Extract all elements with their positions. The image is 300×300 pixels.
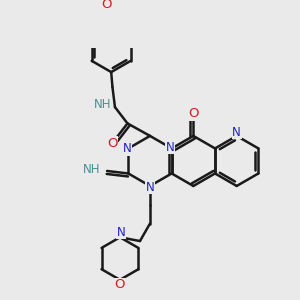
Text: N: N: [146, 181, 154, 194]
Text: O: O: [107, 137, 118, 150]
Text: N: N: [166, 141, 175, 154]
Text: N: N: [232, 126, 241, 139]
Text: NH: NH: [94, 98, 111, 111]
Text: O: O: [115, 278, 125, 291]
Text: N: N: [123, 142, 131, 155]
Text: N: N: [117, 226, 126, 239]
Text: NH: NH: [83, 163, 101, 176]
Text: O: O: [102, 0, 112, 11]
Text: O: O: [188, 107, 199, 120]
